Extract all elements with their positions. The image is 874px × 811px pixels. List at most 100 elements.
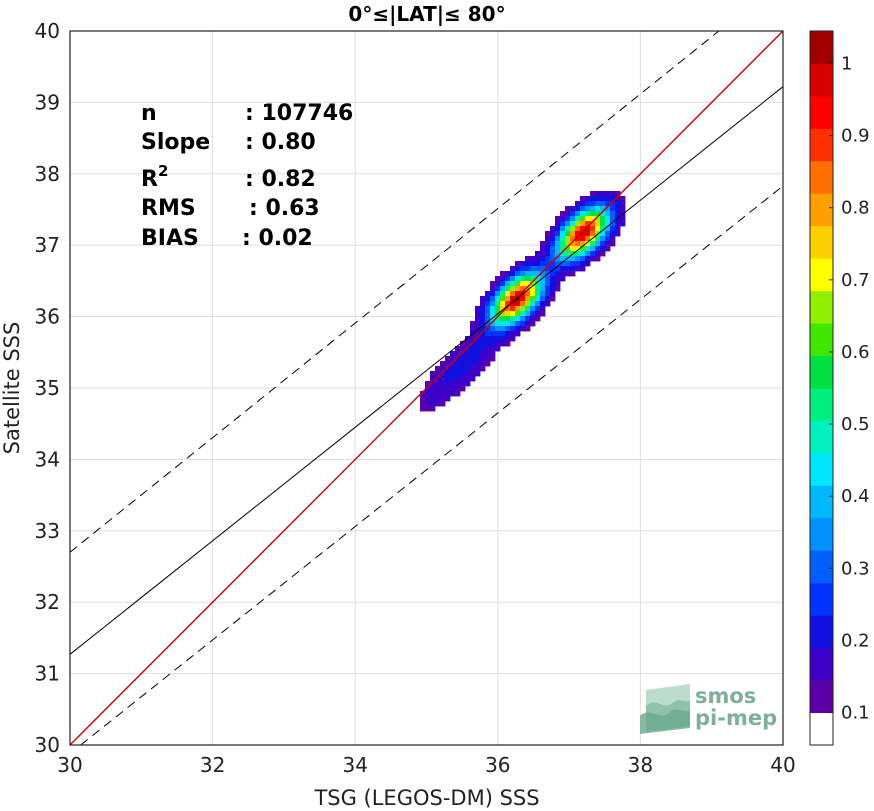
density-cell: [560, 246, 566, 252]
density-cell: [535, 271, 541, 277]
density-cell: [525, 326, 531, 332]
stat-label: RMS: [141, 196, 196, 221]
density-cell: [420, 391, 426, 397]
density-cell: [560, 256, 566, 262]
colorbar-tick-label: 0.7: [841, 270, 870, 291]
density-cell: [590, 216, 596, 222]
density-cell: [540, 261, 546, 267]
stat-label: R2: [141, 162, 168, 192]
chart-title: 0°≤|LAT|≤ 80°: [348, 2, 505, 26]
density-cell: [605, 241, 611, 247]
density-cell: [585, 206, 591, 212]
density-cell: [505, 331, 511, 337]
density-cell: [565, 236, 571, 242]
density-cell: [575, 251, 581, 257]
density-cell: [605, 231, 611, 237]
density-cell: [585, 216, 591, 222]
density-cell: [600, 191, 606, 197]
density-cell: [475, 311, 481, 317]
density-cell: [520, 306, 526, 312]
colorbar-tick-label: 0.3: [841, 558, 870, 579]
density-cell: [455, 381, 461, 387]
density-cell: [440, 371, 446, 377]
colorbar-tick-label: 0.5: [841, 414, 870, 435]
density-cell: [430, 396, 436, 402]
density-cell: [445, 391, 451, 397]
density-cell: [585, 211, 591, 217]
density-cell: [535, 301, 541, 307]
colorbar-frame: [809, 30, 834, 746]
density-cell: [495, 321, 501, 327]
density-cell: [615, 226, 621, 232]
density-cell: [500, 316, 506, 322]
density-cell: [505, 296, 511, 302]
density-cell: [430, 381, 436, 387]
density-cell: [525, 291, 531, 297]
density-cell: [570, 241, 576, 247]
density-cell: [495, 276, 501, 282]
density-cell: [565, 216, 571, 222]
density-cell: [500, 271, 506, 277]
density-cell: [485, 331, 491, 337]
density-cell: [485, 301, 491, 307]
density-cell: [515, 271, 521, 277]
density-cell: [495, 336, 501, 342]
density-cell: [600, 206, 606, 212]
density-cell: [525, 296, 531, 302]
density-cell: [485, 346, 491, 352]
density-cell: [460, 371, 466, 377]
density-cell: [575, 266, 581, 272]
density-cell: [490, 341, 496, 347]
stat-label: BIAS: [141, 226, 199, 251]
density-cell: [615, 191, 621, 197]
density-cell: [550, 246, 556, 252]
colorbar-segment: [810, 712, 833, 746]
colorbar-segment: [810, 31, 833, 64]
density-cell: [545, 286, 551, 292]
density-cell: [425, 406, 431, 412]
density-cell: [590, 201, 596, 207]
density-cell: [540, 251, 546, 257]
density-cell: [440, 386, 446, 392]
density-cell: [435, 371, 441, 377]
density-cell: [510, 311, 516, 317]
density-cell: [600, 221, 606, 227]
density-cell: [585, 236, 591, 242]
density-cell: [610, 236, 616, 242]
density-cell: [515, 316, 521, 322]
density-cell: [515, 266, 521, 272]
density-cell: [535, 256, 541, 262]
density-cell: [435, 376, 441, 382]
density-cell: [485, 321, 491, 327]
density-cell: [500, 286, 506, 292]
density-cell: [580, 201, 586, 207]
density-cell: [590, 256, 596, 262]
density-cell: [545, 276, 551, 282]
density-cell: [605, 226, 611, 232]
x-tick-label: 30: [57, 753, 82, 777]
density-cell: [585, 201, 591, 207]
density-cell: [500, 331, 506, 337]
density-cell: [500, 341, 506, 347]
density-cell: [500, 291, 506, 297]
density-cell: [440, 381, 446, 387]
density-cell: [435, 386, 441, 392]
y-tick-label: 35: [35, 376, 60, 400]
density-cell: [475, 356, 481, 362]
density-cell: [450, 386, 456, 392]
density-cell: [485, 311, 491, 317]
one-to-one-line: [70, 31, 783, 745]
colorbar-segment: [810, 388, 833, 421]
density-cell: [465, 351, 471, 357]
density-cell: [460, 366, 466, 372]
density-cell: [460, 351, 466, 357]
density-cell: [540, 291, 546, 297]
density-cell: [455, 371, 461, 377]
density-cell: [525, 276, 531, 282]
density-cell: [600, 241, 606, 247]
density-cell: [575, 211, 581, 217]
density-cell: [620, 216, 626, 222]
density-cell: [580, 246, 586, 252]
density-cell: [605, 216, 611, 222]
